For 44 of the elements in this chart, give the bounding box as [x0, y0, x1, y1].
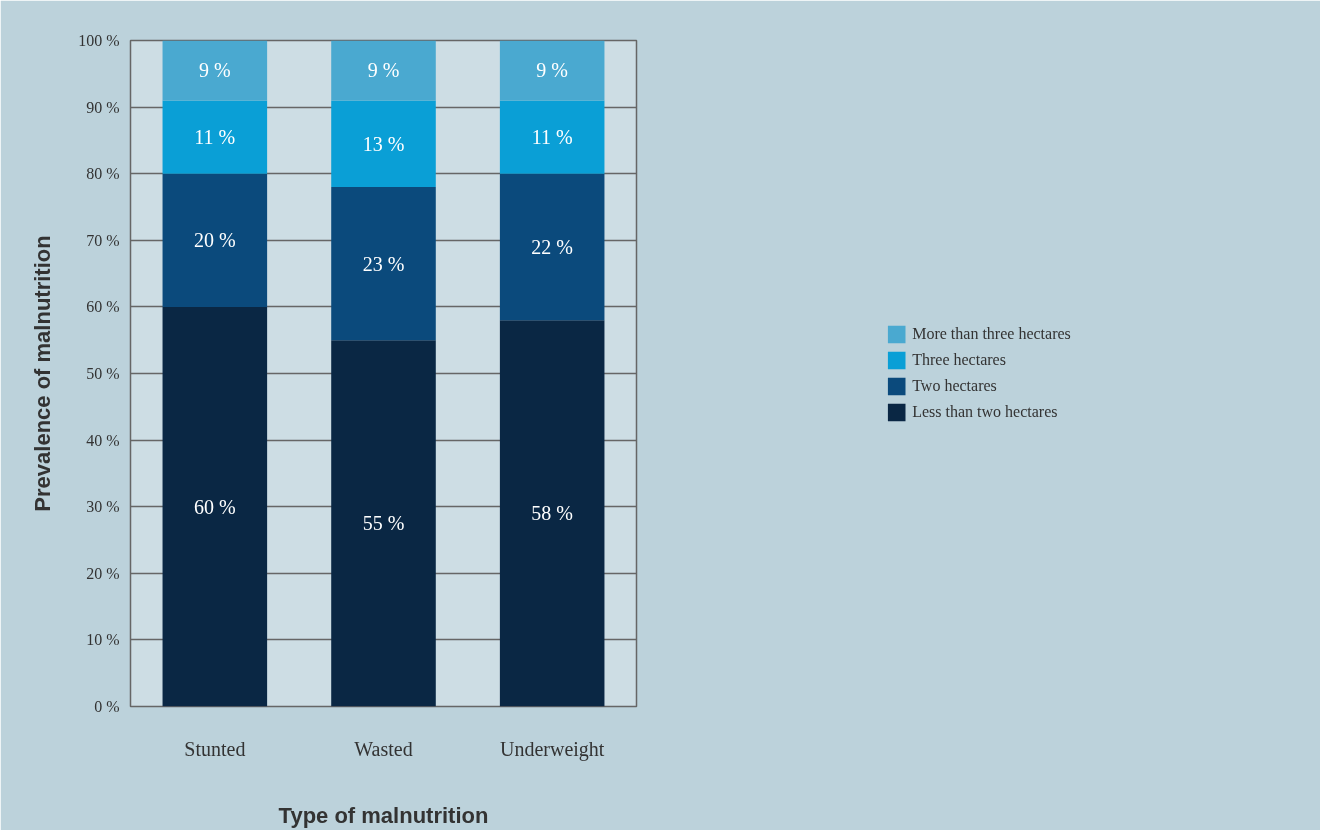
data-label: 23 %	[362, 252, 405, 275]
bar	[499, 320, 605, 707]
data-label: 58 %	[531, 502, 574, 525]
y-tick-label: 90 %	[86, 98, 120, 116]
bar	[499, 173, 605, 321]
legend-label: Less than two hectares	[912, 403, 1058, 421]
bar	[162, 100, 268, 174]
bar	[162, 173, 268, 307]
y-tick-label: 60 %	[86, 298, 120, 316]
data-label: 55 %	[362, 512, 405, 535]
y-tick-label: 100 %	[78, 32, 120, 49]
data-label: 60 %	[194, 495, 236, 518]
bar	[331, 100, 436, 188]
bar	[499, 100, 605, 174]
bar	[162, 306, 268, 707]
y-tick-label: 50 %	[86, 365, 120, 382]
legend-label: More than three hectares	[912, 325, 1071, 343]
bar	[331, 40, 436, 101]
x-axis-title: Type of malnutrition	[278, 802, 489, 828]
data-label: 20 %	[194, 229, 236, 252]
y-tick-label: 0 %	[94, 698, 120, 715]
y-tick-label: 40 %	[86, 431, 120, 449]
x-tick-label: Stunted	[184, 737, 246, 760]
y-tick-label: 80 %	[86, 165, 120, 183]
y-tick-label: 20 %	[86, 564, 120, 582]
bar	[331, 187, 436, 341]
x-tick-label: Wasted	[354, 737, 413, 760]
bar	[331, 340, 436, 707]
legend-label: Two hectares	[912, 377, 997, 395]
legend-label: Three hectares	[912, 351, 1006, 369]
bar	[162, 40, 268, 101]
data-label: 13 %	[362, 132, 405, 155]
y-axis-title: Prevalence of malnutrition	[30, 235, 56, 512]
data-label: 22 %	[531, 235, 574, 258]
y-tick-label: 30 %	[86, 498, 120, 516]
bar	[499, 40, 605, 101]
data-label: 9 %	[367, 59, 400, 82]
x-tick-label: Underweight	[499, 737, 605, 761]
data-label: 9 %	[199, 59, 231, 82]
data-label: 9 %	[536, 59, 569, 82]
y-tick-label: 10 %	[86, 631, 120, 649]
data-label: 11 %	[194, 126, 236, 149]
data-label: 11 %	[531, 126, 573, 149]
y-tick-label: 70 %	[86, 231, 120, 249]
